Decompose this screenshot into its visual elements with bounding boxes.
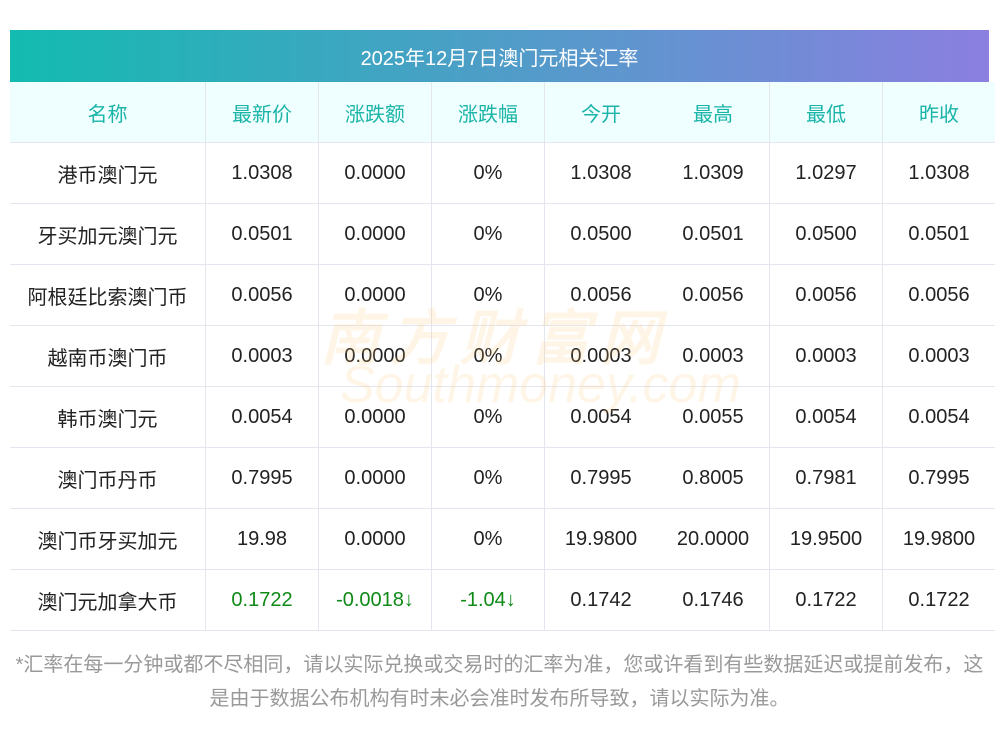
currency-name: 澳门币丹币: [10, 447, 206, 509]
rate-cell: 0.0501: [882, 203, 995, 265]
rate-cell: 0.1722: [882, 569, 995, 631]
rate-cell: 0.0054: [205, 386, 319, 448]
table-header-row: 名称 最新价 涨跌额 涨跌幅 今开 最高 最低 昨收: [10, 82, 995, 143]
rate-cell: 0%: [431, 142, 545, 204]
rate-cell: 0.0056: [657, 264, 770, 326]
rate-cell: 0.0054: [882, 386, 995, 448]
rate-cell: 19.9500: [769, 508, 883, 570]
currency-name: 澳门币牙买加元: [10, 508, 206, 570]
rate-cell: 0.1722: [205, 569, 319, 631]
rate-cell: 0.0500: [544, 203, 657, 265]
rate-cell: 0.7995: [882, 447, 995, 509]
rates-table: 名称 最新价 涨跌额 涨跌幅 今开 最高 最低 昨收 港币澳门元 1.0308 0.0000 0% 1…: [10, 82, 995, 631]
rate-cell: 0.0000: [318, 264, 432, 326]
page-title: 2025年12月7日澳门元相关汇率: [10, 30, 989, 82]
table-row: 韩币澳门元 0.0054 0.0000 0% 0.0054 0.0055 0.0054 0.0…: [10, 386, 995, 448]
column-header: 最新价: [205, 82, 319, 143]
rate-cell: 0.0003: [657, 325, 770, 387]
rate-cell: 0.8005: [657, 447, 770, 509]
rate-cell: 0.7995: [205, 447, 319, 509]
rate-cell: 0.0501: [657, 203, 770, 265]
rate-cell: 0%: [431, 325, 545, 387]
rate-cell: 0.0000: [318, 447, 432, 509]
rate-cell: 0.1746: [657, 569, 770, 631]
rate-cell: 0.0056: [882, 264, 995, 326]
rate-cell: 1.0297: [769, 142, 883, 204]
rate-cell: 0.1722: [769, 569, 883, 631]
rate-cell: 19.9800: [544, 508, 657, 570]
table-row: 港币澳门元 1.0308 0.0000 0% 1.0308 1.0309 1.0297 1.0…: [10, 142, 995, 204]
currency-name: 牙买加元澳门元: [10, 203, 206, 265]
rate-cell: 19.9800: [882, 508, 995, 570]
rate-cell: 0.0000: [318, 203, 432, 265]
rate-cell: 0.0003: [882, 325, 995, 387]
column-header: 涨跌幅: [431, 82, 545, 143]
currency-name: 澳门元加拿大币: [10, 569, 206, 631]
column-header: 今开: [544, 82, 657, 143]
rate-cell: 0.0500: [769, 203, 883, 265]
rate-cell: 0.0501: [205, 203, 319, 265]
rate-cell: 0%: [431, 203, 545, 265]
rate-cell: 1.0309: [657, 142, 770, 204]
rate-cell: 0.1742: [544, 569, 657, 631]
rate-cell: 0%: [431, 447, 545, 509]
rate-cell: 19.98: [205, 508, 319, 570]
rate-cell: 1.0308: [205, 142, 319, 204]
column-header: 最高: [657, 82, 770, 143]
rate-cell: 0.0003: [544, 325, 657, 387]
rate-cell: 0.0000: [318, 325, 432, 387]
currency-name: 阿根廷比索澳门币: [10, 264, 206, 326]
rate-cell: 0.0003: [205, 325, 319, 387]
column-header: 昨收: [882, 82, 995, 143]
currency-name: 韩币澳门元: [10, 386, 206, 448]
rate-cell: 0.0056: [205, 264, 319, 326]
column-header: 涨跌额: [318, 82, 432, 143]
rate-cell: 20.0000: [657, 508, 770, 570]
rate-cell: 0.0000: [318, 508, 432, 570]
rate-cell: 0.0000: [318, 142, 432, 204]
column-header: 最低: [769, 82, 883, 143]
rate-cell: 0.0000: [318, 386, 432, 448]
currency-name: 越南币澳门币: [10, 325, 206, 387]
rate-cell: 0.0055: [657, 386, 770, 448]
rate-cell: 0.0003: [769, 325, 883, 387]
currency-name: 港币澳门元: [10, 142, 206, 204]
table-row: 阿根廷比索澳门币 0.0056 0.0000 0% 0.0056 0.0056 0.0056…: [10, 264, 995, 326]
rate-cell: 1.0308: [544, 142, 657, 204]
table-row: 澳门元加拿大币 0.1722 -0.0018↓ -1.04↓ 0.1742 0.1746 0…: [10, 569, 995, 631]
table-row: 越南币澳门币 0.0003 0.0000 0% 0.0003 0.0003 0.0003 0.…: [10, 325, 995, 387]
table-row: 牙买加元澳门元 0.0501 0.0000 0% 0.0500 0.0501 0.0500 0…: [10, 203, 995, 265]
rate-cell: -1.04↓: [431, 569, 545, 631]
rate-cell: 0%: [431, 264, 545, 326]
rate-cell: 0.7995: [544, 447, 657, 509]
rate-cell: 0.0056: [544, 264, 657, 326]
rate-cell: 0%: [431, 508, 545, 570]
rate-cell: 0.0054: [544, 386, 657, 448]
column-header: 名称: [10, 82, 206, 143]
table-row: 澳门币牙买加元 19.98 0.0000 0% 19.9800 20.0000 19.950…: [10, 508, 995, 570]
rate-cell: -0.0018↓: [318, 569, 432, 631]
rate-cell: 0.7981: [769, 447, 883, 509]
rate-cell: 0%: [431, 386, 545, 448]
rate-cell: 1.0308: [882, 142, 995, 204]
disclaimer-note: *汇率在每一分钟或都不尽相同，请以实际兑换或交易时的汇率为准，您或许看到有些数据…: [15, 654, 984, 710]
table-row: 澳门币丹币 0.7995 0.0000 0% 0.7995 0.8005 0.7981 0.7…: [10, 447, 995, 509]
rate-cell: 0.0056: [769, 264, 883, 326]
rate-cell: 0.0054: [769, 386, 883, 448]
